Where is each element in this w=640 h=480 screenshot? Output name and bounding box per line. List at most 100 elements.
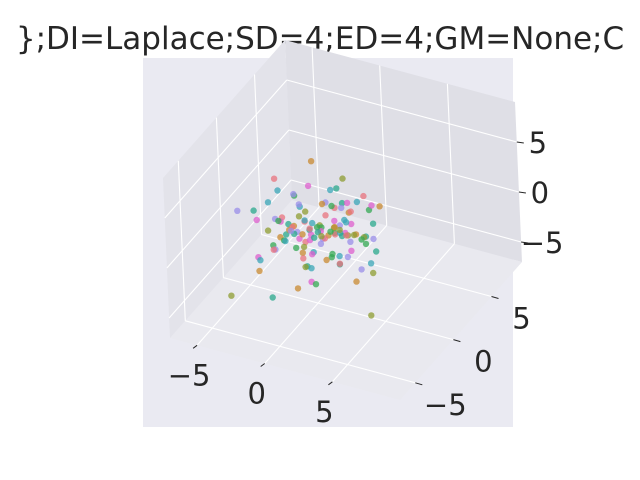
data-point-series-4 [329, 250, 336, 258]
x-tick-label: −5 [168, 358, 211, 392]
data-point-series-5 [250, 207, 257, 214]
data-point-series-8 [309, 251, 316, 258]
gridline-z-left [164, 79, 288, 219]
data-point-series-3 [228, 292, 235, 299]
data-point-series-2 [318, 200, 326, 208]
data-point-series-7 [317, 240, 325, 247]
data-point-series-1 [336, 260, 344, 267]
data-point-series-7 [295, 201, 302, 208]
data-point-series-7 [358, 266, 365, 273]
data-point-series-5 [369, 220, 377, 227]
data-point-series-3 [295, 213, 303, 220]
data-point-series-8 [331, 217, 338, 225]
data-point-series-2 [353, 278, 360, 285]
data-point-series-2 [323, 256, 330, 264]
left-wall-pane [163, 40, 292, 338]
data-point-series-3 [368, 312, 375, 319]
data-point-series-5 [283, 231, 290, 238]
data-point-series-4 [327, 228, 334, 235]
data-point-series-3 [300, 243, 308, 251]
z-tick-label: 0 [531, 176, 549, 210]
data-point-series-1 [270, 175, 278, 182]
data-points [228, 158, 383, 319]
data-point-series-4 [293, 244, 300, 252]
gridline-y-floor [185, 320, 416, 384]
data-point-series-3 [318, 233, 325, 240]
data-point-series-4 [328, 202, 335, 210]
data-point-series-7 [338, 204, 345, 212]
y-tick-label: −5 [424, 388, 467, 422]
x-tick-mark [192, 344, 198, 349]
data-point-series-7 [287, 227, 295, 235]
data-point-series-6 [257, 257, 264, 264]
data-point-series-3 [370, 269, 377, 277]
x-tick-labels: −5 0 5 [168, 358, 334, 429]
data-point-series-6 [367, 260, 375, 267]
z-tick-labels: −5 0 5 [521, 126, 564, 260]
gridline-x-back [379, 65, 388, 226]
data-point-series-7 [370, 235, 377, 243]
data-point-series-3 [350, 231, 358, 239]
x-tick-label: 0 [247, 377, 265, 411]
data-point-series-6 [274, 187, 281, 194]
data-point-series-1 [270, 246, 277, 253]
data-point-series-3 [264, 227, 272, 234]
y-tick-label: 5 [512, 302, 530, 336]
gridline-x-back [311, 47, 320, 208]
data-point-series-2 [376, 203, 383, 210]
gridline-y-floor [261, 233, 492, 298]
data-point-series-3 [336, 226, 343, 234]
gridline-y-left [215, 117, 224, 278]
data-point-series-8 [368, 202, 375, 209]
data-point-series-4 [362, 240, 370, 248]
data-point-series-7 [344, 253, 352, 261]
data-point-series-6 [353, 198, 361, 206]
data-point-series-1 [360, 192, 367, 200]
data-point-series-3 [302, 208, 309, 215]
data-point-series-1 [306, 225, 313, 232]
data-point-series-4 [358, 236, 365, 243]
y-tick-mark [415, 382, 423, 386]
y-tick-mark [491, 296, 499, 299]
gridline-z-left [166, 129, 290, 269]
data-point-series-6 [342, 219, 350, 226]
data-point-series-4 [313, 224, 321, 231]
data-point-series-2 [294, 285, 302, 292]
data-point-series-6 [301, 217, 308, 224]
data-point-series-6 [282, 237, 289, 245]
gridline-x-floor [264, 225, 388, 364]
data-point-series-8 [343, 199, 351, 207]
gridline-y-left [177, 160, 186, 321]
x-tick-label: 5 [315, 395, 333, 429]
floor-pane [170, 200, 522, 400]
data-point-series-4 [275, 217, 282, 225]
x-tick-mark [260, 363, 266, 367]
data-point-series-2 [331, 223, 338, 231]
data-point-series-6 [336, 252, 343, 260]
data-point-series-8 [348, 247, 355, 254]
data-point-series-5 [333, 185, 340, 192]
data-point-series-1 [322, 212, 329, 219]
gridline-y-floor [223, 277, 454, 341]
data-point-series-4 [312, 281, 320, 288]
data-point-series-2 [299, 249, 306, 256]
data-point-series-6 [308, 265, 315, 272]
data-point-series-6 [327, 186, 334, 194]
data-point-series-8 [253, 216, 260, 224]
data-point-series-7 [347, 238, 354, 245]
data-point-series-2 [299, 231, 306, 238]
data-point-series-6 [264, 199, 272, 206]
z-tick-label: −5 [521, 226, 564, 260]
data-point-series-3 [302, 263, 309, 271]
data-point-series-6 [309, 219, 316, 227]
z-tick-mark [518, 191, 526, 194]
data-point-series-2 [307, 158, 315, 165]
z-tick-mark [516, 141, 524, 144]
data-point-series-5 [311, 234, 318, 241]
y-tick-label: 0 [474, 345, 492, 379]
data-point-series-7 [234, 207, 241, 214]
data-point-series-5 [269, 294, 276, 301]
data-point-series-1 [343, 232, 350, 239]
data-point-series-1 [347, 208, 354, 215]
gridline-y-left [253, 74, 263, 235]
